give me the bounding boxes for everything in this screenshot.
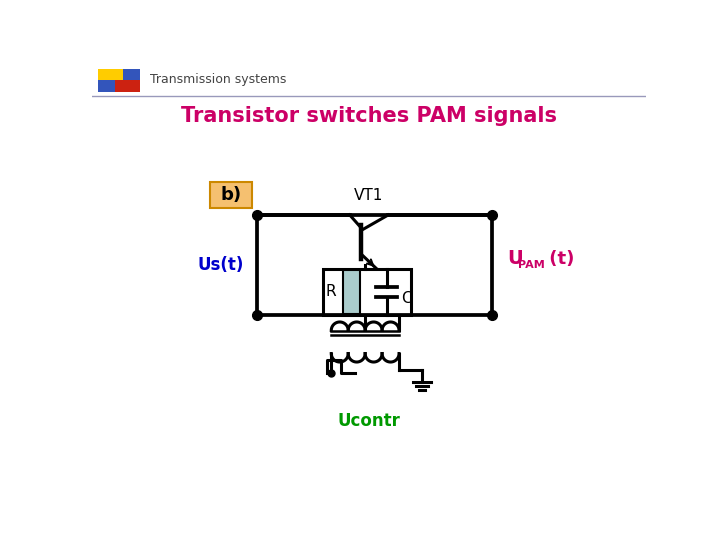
- Text: Transmission systems: Transmission systems: [150, 73, 286, 86]
- Text: b): b): [220, 186, 242, 204]
- FancyBboxPatch shape: [210, 182, 252, 208]
- Text: Ucontr: Ucontr: [338, 411, 400, 429]
- Text: Us(t): Us(t): [197, 256, 243, 274]
- Text: PAM: PAM: [518, 260, 545, 270]
- Text: VT1: VT1: [354, 188, 384, 204]
- Bar: [323, 269, 411, 315]
- Text: R: R: [326, 285, 336, 300]
- Text: (t): (t): [543, 250, 575, 268]
- Text: C: C: [401, 291, 412, 306]
- Bar: [98, 69, 122, 80]
- Text: U: U: [508, 249, 523, 268]
- Bar: [115, 80, 140, 92]
- Bar: [98, 69, 140, 92]
- Text: Transistor switches PAM signals: Transistor switches PAM signals: [181, 106, 557, 126]
- Bar: [343, 269, 359, 314]
